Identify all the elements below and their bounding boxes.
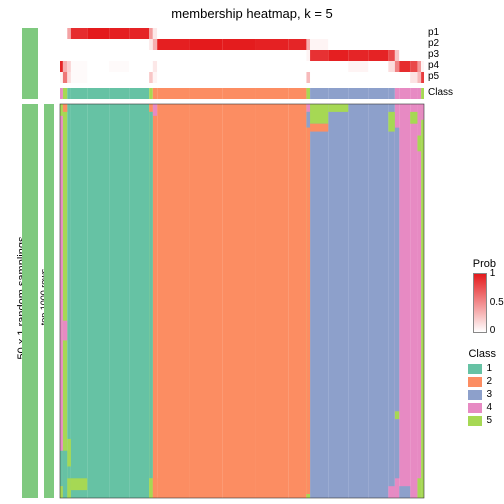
prob-legend: Prob 1 0.5 0: [473, 258, 496, 335]
class-legend: Class 12345: [468, 348, 496, 428]
class-legend-item-1: 1: [468, 363, 496, 374]
row-label-class: Class: [428, 87, 453, 98]
class-legend-item-4: 4: [468, 402, 496, 413]
row-label-p3: p3: [428, 49, 439, 60]
class-legend-item-2: 2: [468, 376, 496, 387]
class-legend-item-3: 3: [468, 389, 496, 400]
class-legend-item-5: 5: [468, 415, 496, 426]
row-label-p4: p4: [428, 60, 439, 71]
row-label-p1: p1: [428, 27, 439, 38]
row-label-p5: p5: [428, 71, 439, 82]
row-label-p2: p2: [428, 38, 439, 49]
